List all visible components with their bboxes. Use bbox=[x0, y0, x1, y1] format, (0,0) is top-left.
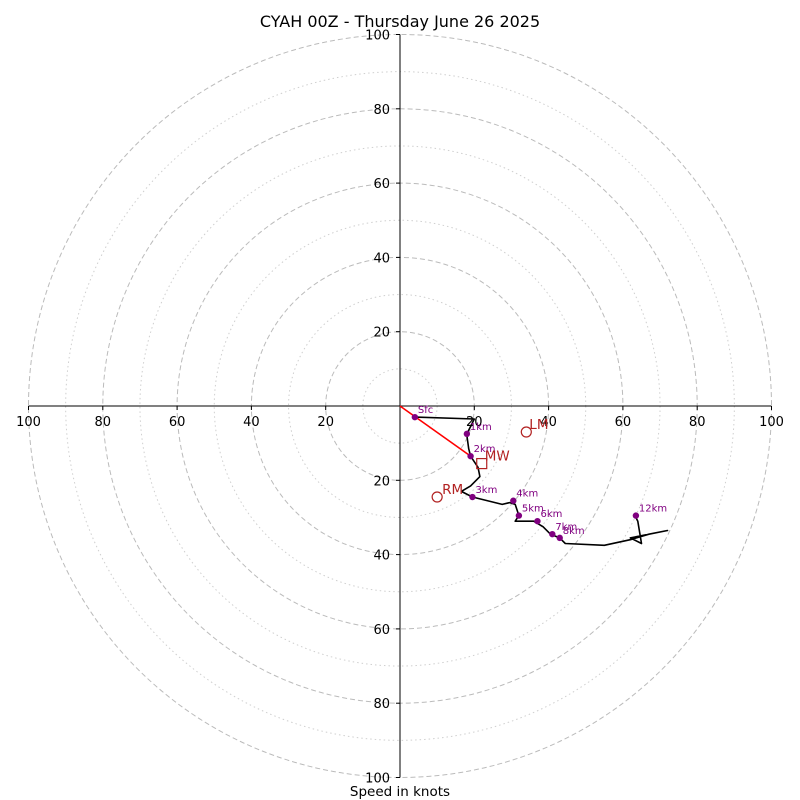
storm-motion-marker bbox=[520, 426, 532, 438]
height-point bbox=[556, 534, 563, 542]
height-point-label: Sfc bbox=[418, 405, 433, 416]
x-tick-label: 60 bbox=[615, 415, 632, 430]
height-point bbox=[549, 530, 556, 538]
storm-motion-marker bbox=[431, 491, 443, 503]
height-point-label: 2km bbox=[474, 444, 496, 455]
height-point bbox=[463, 430, 471, 438]
x-tick-label: 40 bbox=[540, 415, 557, 430]
height-point bbox=[467, 452, 474, 460]
x-tick-label: 80 bbox=[95, 415, 112, 430]
x-tick-label: 60 bbox=[169, 415, 186, 430]
height-point bbox=[515, 512, 523, 519]
height-point bbox=[632, 512, 640, 519]
bulk-shear-vector bbox=[399, 405, 472, 457]
storm-motion-label: RM bbox=[442, 482, 463, 498]
x-tick-label: 20 bbox=[317, 415, 334, 430]
height-point-label: 1km bbox=[470, 422, 492, 433]
height-point bbox=[534, 517, 541, 525]
y-tick-label: 100 bbox=[365, 772, 390, 787]
y-tick-label: 80 bbox=[373, 697, 390, 712]
y-tick-label: 60 bbox=[373, 177, 390, 192]
x-tick-label: 100 bbox=[759, 415, 784, 430]
storm-motion-label: LM bbox=[529, 417, 548, 433]
storm-motion-label: MW bbox=[485, 449, 510, 465]
chart-title: CYAH 00Z - Thursday June 26 2025 bbox=[260, 12, 540, 31]
height-point-label: 7km bbox=[555, 522, 577, 533]
height-point-label: 3km bbox=[475, 485, 497, 496]
x-axis-label: Speed in knots bbox=[350, 784, 450, 800]
height-point bbox=[510, 497, 517, 504]
height-point-label: 8km bbox=[563, 526, 585, 537]
tick-labels: 100 80 60 40 20 20 40 60 80 100100806040202040608… bbox=[16, 29, 784, 787]
height-point-label: 6km bbox=[540, 509, 562, 520]
y-tick-label: 40 bbox=[373, 549, 390, 564]
y-tick-label: 60 bbox=[373, 623, 390, 638]
storm-motion-marker bbox=[476, 457, 488, 470]
y-tick-label: 100 bbox=[365, 29, 390, 44]
x-tick-label: 80 bbox=[689, 415, 706, 430]
height-point-label: 4km bbox=[516, 489, 538, 500]
x-tick-label: 40 bbox=[243, 415, 260, 430]
y-tick-label: 20 bbox=[373, 326, 390, 341]
y-tick-label: 40 bbox=[373, 251, 390, 266]
y-tick-label: 80 bbox=[373, 103, 390, 118]
height-point bbox=[411, 413, 419, 421]
height-point-label: 5km bbox=[522, 504, 544, 515]
height-point bbox=[469, 493, 476, 501]
y-tick-label: 20 bbox=[373, 474, 390, 489]
x-tick-label: 100 bbox=[16, 415, 41, 430]
height-point-label: 12km bbox=[639, 504, 667, 515]
